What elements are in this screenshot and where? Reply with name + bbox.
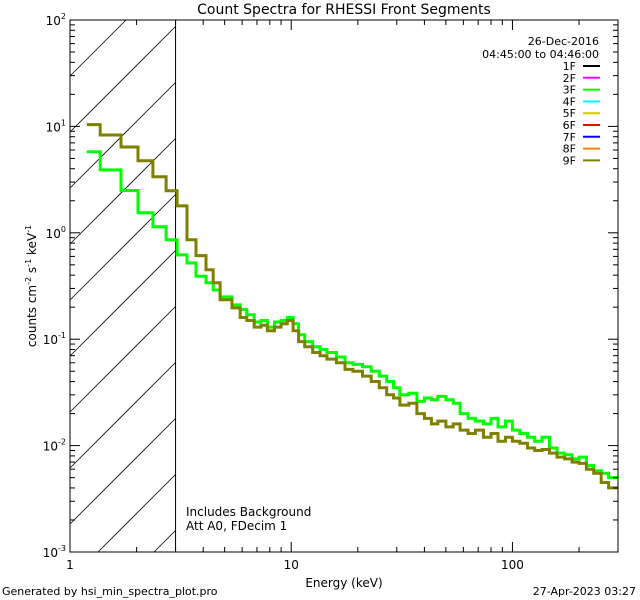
legend-label-9F: 9F (563, 154, 576, 167)
hatch-line (69, 19, 127, 77)
hatch-line (69, 82, 176, 189)
legend-label-6F: 6F (563, 119, 576, 132)
footer-generated-by: Generated by hsi_min_spectra_plot.pro (2, 585, 218, 598)
hatch-line (97, 474, 176, 553)
y-tick-label: 102 (46, 12, 66, 28)
y-axis-label: counts cm-2 s-1 keV-1 (24, 225, 39, 347)
hatch-line (69, 306, 176, 413)
x-tick-label: 100 (501, 558, 524, 572)
legend-label-3F: 3F (563, 84, 576, 97)
legend-header: 26-Dec-2016 (528, 35, 599, 48)
series-3F-line (86, 150, 618, 480)
y-tick-label: 10-3 (43, 544, 66, 560)
legend-label-2F: 2F (563, 72, 576, 85)
footer-timestamp: 27-Apr-2023 03:27 (533, 585, 636, 598)
x-tick-label: 1 (66, 558, 74, 572)
hatch-line (69, 250, 176, 357)
plot-frame (69, 19, 619, 553)
legend-header: 04:45:00 to 04:46:00 (482, 48, 599, 61)
hatch-line (69, 362, 176, 469)
x-tick-label: 10 (284, 558, 299, 572)
series-9F-line (86, 123, 618, 490)
legend-label-7F: 7F (563, 131, 576, 144)
hatch-line (69, 418, 176, 525)
hatch-line (69, 194, 176, 301)
legend-label-4F: 4F (563, 95, 576, 108)
y-tick-label: 100 (46, 225, 66, 241)
hatch-line (69, 26, 176, 133)
y-tick-label: 10-1 (43, 331, 66, 347)
legend-label-1F: 1F (563, 60, 576, 73)
legend-label-5F: 5F (563, 107, 576, 120)
x-axis-label: Energy (keV) (305, 576, 382, 590)
legend-label-8F: 8F (563, 143, 576, 156)
y-tick-label: 101 (46, 118, 66, 134)
y-tick-label: 10-2 (43, 438, 66, 454)
hatch-line (153, 530, 176, 553)
chart-title: Count Spectra for RHESSI Front Segments (197, 2, 491, 18)
annotation-attenuator: Att A0, FDecim 1 (186, 519, 287, 533)
annotation-background: Includes Background (186, 505, 311, 519)
excluded-energy-hatch (69, 19, 176, 553)
